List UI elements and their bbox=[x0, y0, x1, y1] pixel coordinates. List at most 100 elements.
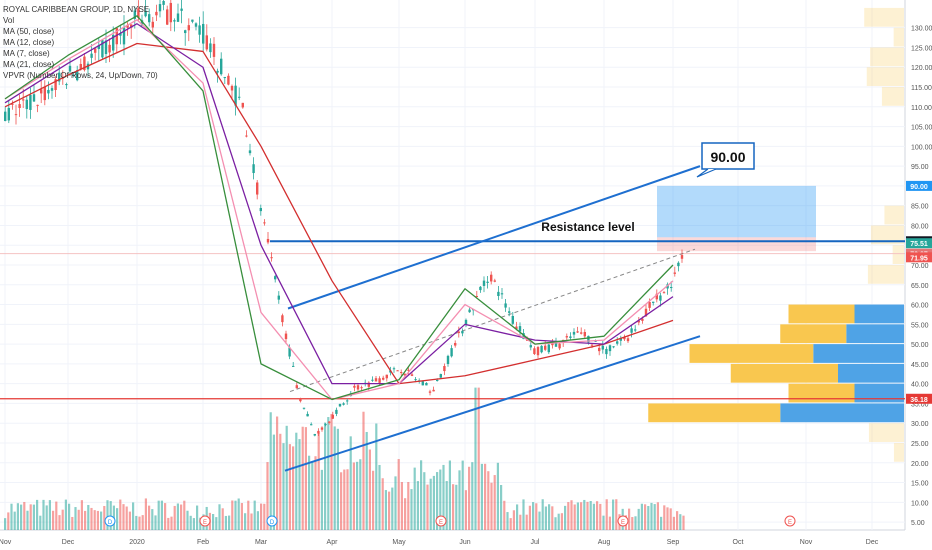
volume-bar bbox=[186, 510, 189, 530]
volume-bar bbox=[42, 499, 45, 530]
volume-bar bbox=[605, 499, 608, 530]
volume-bar bbox=[80, 500, 83, 530]
volume-bar bbox=[365, 431, 368, 530]
volume-bar bbox=[116, 508, 119, 530]
volume-bar bbox=[93, 510, 96, 530]
volume-bar bbox=[141, 515, 144, 530]
candle-body bbox=[680, 255, 684, 259]
volume-bar bbox=[368, 449, 371, 530]
volume-bar bbox=[96, 510, 99, 530]
legend-ma21[interactable]: MA (21, close) bbox=[3, 60, 55, 69]
candle-body bbox=[180, 8, 183, 11]
volume-bar bbox=[301, 426, 304, 530]
y-tick-label: 55.00 bbox=[911, 322, 929, 329]
candle-body bbox=[558, 343, 561, 349]
volume-bar bbox=[218, 504, 221, 530]
legend-ma50[interactable]: MA (50, close) bbox=[3, 27, 55, 36]
vpvr-down-bar bbox=[780, 403, 904, 423]
volume-bar bbox=[336, 428, 339, 530]
candle-body bbox=[79, 63, 82, 70]
x-tick-label: Dec bbox=[62, 539, 75, 546]
volume-bar bbox=[154, 515, 157, 530]
candle-body bbox=[634, 329, 637, 331]
volume-bar bbox=[496, 462, 499, 530]
volume-bar bbox=[432, 475, 435, 530]
candle-body bbox=[616, 341, 619, 344]
legend-vol[interactable]: Vol bbox=[3, 16, 15, 25]
volume-bar bbox=[554, 517, 557, 530]
volume-bar bbox=[64, 499, 67, 530]
volume-bar bbox=[500, 484, 503, 530]
volume-bar bbox=[372, 470, 375, 530]
candle-body bbox=[277, 295, 280, 300]
volume-bar bbox=[416, 481, 419, 530]
candle-body bbox=[374, 378, 378, 382]
candle-body bbox=[252, 164, 255, 174]
candle-body bbox=[378, 378, 381, 383]
candle-body bbox=[630, 328, 633, 333]
candle-body bbox=[144, 10, 147, 17]
volume-bar bbox=[279, 433, 282, 530]
candle-body bbox=[468, 309, 471, 313]
y-tick-label: 105.00 bbox=[911, 125, 932, 132]
candle-body bbox=[353, 385, 356, 388]
candle-body bbox=[576, 331, 579, 333]
candle-body bbox=[511, 316, 514, 324]
vpvr-up-bar bbox=[730, 363, 838, 383]
vpvr-faint-bar bbox=[884, 205, 904, 225]
candle-body bbox=[209, 43, 212, 53]
candle-body bbox=[569, 336, 572, 338]
volume-bar bbox=[20, 504, 23, 530]
volume-bar bbox=[410, 489, 413, 530]
volume-bar bbox=[426, 484, 429, 530]
volume-bar bbox=[61, 509, 64, 530]
volume-bar bbox=[52, 510, 55, 530]
volume-bar bbox=[580, 502, 583, 530]
y-tick-label: 70.00 bbox=[911, 263, 929, 270]
volume-bar bbox=[10, 503, 13, 530]
vpvr-faint-bar bbox=[870, 47, 904, 67]
volume-bar bbox=[650, 502, 653, 530]
candle-body bbox=[302, 407, 306, 409]
volume-bar bbox=[560, 513, 563, 530]
volume-bar bbox=[135, 515, 138, 530]
legend-vpvr[interactable]: VPVR (Number Of Rows, 24, Up/Down, 70) bbox=[3, 71, 158, 80]
candle-body bbox=[536, 347, 540, 356]
candle-body bbox=[580, 332, 583, 334]
candle-body bbox=[626, 338, 630, 342]
volume-bar bbox=[672, 516, 675, 530]
candle-body bbox=[540, 345, 543, 353]
candle-body bbox=[108, 44, 111, 53]
price-label-box bbox=[906, 393, 932, 404]
candle-body bbox=[245, 135, 248, 137]
volume-bar bbox=[644, 504, 647, 530]
volume-bar bbox=[7, 512, 10, 530]
candle-body bbox=[133, 10, 136, 19]
volume-bar bbox=[455, 484, 458, 530]
candle-body bbox=[162, 0, 165, 5]
y-tick-label: 65.00 bbox=[911, 283, 929, 290]
legend-main[interactable]: ROYAL CARIBBEAN GROUP, 1D, NYSE bbox=[3, 5, 150, 14]
volume-bar bbox=[474, 387, 477, 530]
event-marker-label: D bbox=[270, 520, 275, 526]
volume-bar bbox=[173, 505, 176, 530]
candle-body bbox=[198, 25, 201, 35]
volume-bar bbox=[538, 511, 541, 530]
volume-bar bbox=[221, 508, 224, 530]
volume-bar bbox=[176, 503, 179, 530]
volume-bar bbox=[384, 490, 387, 530]
legend-ma7[interactable]: MA (7, close) bbox=[3, 49, 50, 58]
volume-bar bbox=[311, 461, 314, 530]
event-marker bbox=[435, 515, 447, 527]
volume-bar bbox=[525, 514, 528, 530]
legend-ma12[interactable]: MA (12, close) bbox=[3, 38, 55, 47]
volume-bar bbox=[128, 511, 131, 530]
ma-line bbox=[4, 42, 674, 385]
candle-body bbox=[97, 45, 100, 50]
volume-bar bbox=[77, 509, 80, 530]
volume-bar bbox=[490, 482, 493, 530]
candle-body bbox=[281, 315, 284, 323]
candle-body bbox=[598, 347, 601, 352]
